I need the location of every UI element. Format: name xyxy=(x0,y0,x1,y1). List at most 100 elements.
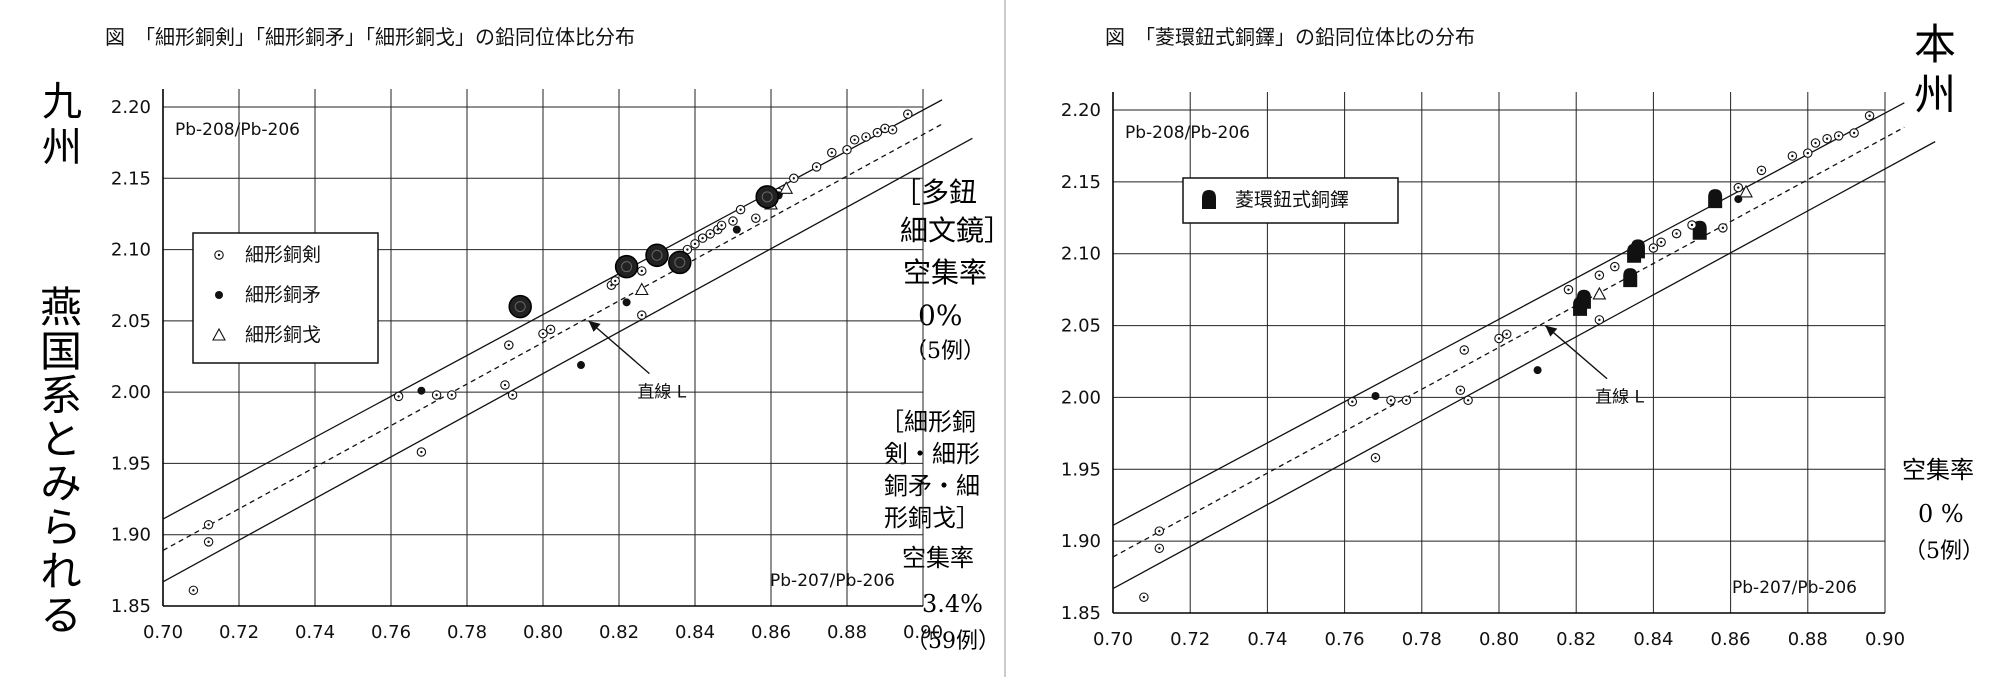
point-center-dot xyxy=(435,393,438,397)
note-b-line: 3.4% xyxy=(922,590,983,618)
point-large-mark xyxy=(614,254,639,279)
point-center-dot xyxy=(1868,114,1871,117)
point-center-dot xyxy=(1567,288,1570,291)
y-tick-label: 2.00 xyxy=(1061,387,1101,408)
point-center-dot xyxy=(1459,389,1462,392)
point-center-dot xyxy=(731,219,735,223)
point-center-dot xyxy=(1690,223,1694,227)
straight-line-L xyxy=(162,123,943,551)
point-triangle xyxy=(212,327,226,341)
point-filled-dot xyxy=(732,225,741,234)
point-center-dot xyxy=(610,284,613,287)
point-triangle xyxy=(1592,286,1607,300)
x-tick-label: 0.90 xyxy=(903,622,943,643)
point-center-dot xyxy=(397,395,400,398)
point-large-mark-ring xyxy=(761,191,773,203)
note-b-line: 空集率 xyxy=(902,544,974,572)
point-center-dot xyxy=(192,589,195,592)
point-center-dot xyxy=(1652,246,1655,250)
point-center-dot xyxy=(739,208,742,211)
y-tick-label: 1.95 xyxy=(111,453,151,474)
line-L-arrowhead xyxy=(1545,325,1558,337)
point-filled-dot xyxy=(1371,391,1380,400)
x-tick-label: 0.78 xyxy=(447,622,487,643)
note-a-line: 細文鏡］ xyxy=(900,214,1012,247)
x-tick-label: 0.82 xyxy=(1556,629,1596,650)
note-a-line: 空集率 xyxy=(903,256,987,289)
point-large-mark-ring xyxy=(651,249,663,261)
hand-honshu: 本州 xyxy=(1908,22,1957,122)
chart-title: 図 「菱環鈕式銅鐸」の鉛同位体比の分布 xyxy=(1105,25,1475,49)
point-center-dot xyxy=(1675,232,1678,235)
point-bell xyxy=(1202,190,1216,209)
note-c-line: 0 % xyxy=(1918,500,1964,528)
point-center-dot xyxy=(640,269,643,273)
point-large-mark xyxy=(645,243,669,268)
point-center-dot xyxy=(1598,318,1601,322)
point-center-dot xyxy=(792,177,795,180)
point-center-dot xyxy=(1389,399,1393,402)
point-large-mark xyxy=(755,185,779,209)
y-tick-label: 2.20 xyxy=(111,97,151,118)
x-tick-label: 0.76 xyxy=(1325,629,1365,650)
point-center-dot xyxy=(207,523,210,526)
point-center-dot xyxy=(906,112,909,116)
point-filled-dot xyxy=(1533,366,1542,375)
hand-note-bell: 空集率 0 % （5例） xyxy=(1902,456,1984,564)
y-tick-label: 2.10 xyxy=(1061,244,1101,265)
point-center-dot xyxy=(420,450,423,454)
point-center-dot xyxy=(853,138,856,141)
point-center-dot xyxy=(883,127,887,130)
note-a-line: ［多鈕 xyxy=(893,176,977,209)
x-tick-label: 0.80 xyxy=(523,622,563,643)
point-center-dot xyxy=(1158,529,1161,533)
x-tick-label: 0.86 xyxy=(751,622,791,643)
note-c-line: 空集率 xyxy=(1902,456,1974,484)
legend-box xyxy=(192,232,379,364)
point-large-mark-ring xyxy=(621,261,633,273)
legend-entry: 菱環鈕式銅鐸 xyxy=(1235,189,1349,211)
point-large-mark-ring xyxy=(514,301,526,313)
point-center-dot xyxy=(1806,151,1810,155)
point-center-dot xyxy=(1598,274,1601,277)
x-tick-label: 0.72 xyxy=(1170,629,1210,650)
point-center-dot xyxy=(876,131,879,134)
point-bell xyxy=(1623,268,1638,288)
chart-title: 図 「細形銅剣」「細形銅矛」「細形銅戈」の鉛同位体比分布 xyxy=(105,25,635,49)
legend-entry: 細形銅矛 xyxy=(245,284,321,306)
y-tick-label: 1.85 xyxy=(1061,603,1101,624)
legend-box xyxy=(1182,177,1399,224)
point-center-dot xyxy=(1825,137,1829,140)
line-L-label: 直線 L xyxy=(1595,388,1644,408)
line-L-arrow xyxy=(1544,325,1608,380)
x-tick-label: 0.86 xyxy=(1711,629,1751,650)
point-triangle xyxy=(634,282,649,296)
y-tick-label: 2.05 xyxy=(1061,316,1101,337)
x-tick-label: 0.76 xyxy=(371,622,411,643)
straight-line-L xyxy=(1112,126,1905,558)
point-center-dot xyxy=(217,253,221,257)
point-large-mark xyxy=(668,250,692,275)
band-upper-line xyxy=(162,99,943,520)
point-center-dot xyxy=(720,224,723,227)
point-center-dot xyxy=(1142,595,1146,599)
legend-entry: 細形銅戈 xyxy=(245,324,321,346)
point-triangle xyxy=(779,181,794,194)
chart-bell: 図 「菱環鈕式銅鐸」の鉛同位体比の分布 0.70 0.72 0.74 0.76 0.78 0… xyxy=(1061,25,1936,650)
chart-bronze-weapons: 図 「細形銅剣」「細形銅矛」「細形銅戈」の鉛同位体比分布 0.70 0.72 0.74… xyxy=(105,25,973,643)
x-tick-label: 0.88 xyxy=(1788,629,1828,650)
x-tick-label: 0.74 xyxy=(295,622,335,643)
point-center-dot xyxy=(754,217,757,220)
point-center-dot xyxy=(709,232,712,236)
point-center-dot xyxy=(1613,265,1617,268)
y-tick-label: 1.90 xyxy=(1061,531,1101,552)
x-tick-label: 0.78 xyxy=(1402,629,1442,650)
y-tick-label: 2.10 xyxy=(111,240,151,261)
point-center-dot xyxy=(640,313,643,317)
point-center-dot xyxy=(1497,337,1501,340)
point-center-dot xyxy=(1405,399,1408,402)
note-c-line: （5例） xyxy=(1904,539,1984,564)
x-axis-label: Pb-207/Pb-206 xyxy=(770,571,895,591)
point-center-dot xyxy=(1721,226,1725,230)
